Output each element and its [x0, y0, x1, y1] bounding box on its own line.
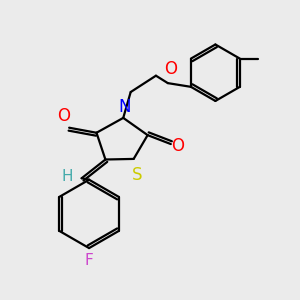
Text: H: H	[62, 169, 73, 184]
Text: N: N	[118, 98, 131, 116]
Text: S: S	[132, 166, 143, 184]
Text: O: O	[57, 107, 70, 125]
Text: F: F	[85, 254, 93, 268]
Text: O: O	[171, 136, 184, 154]
Text: O: O	[164, 60, 177, 78]
